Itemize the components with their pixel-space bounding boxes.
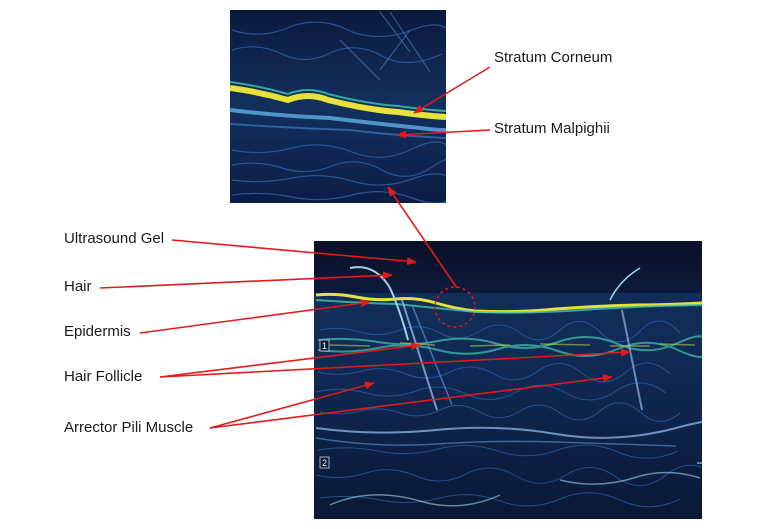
label-stratum-corneum: Stratum Corneum [494, 49, 613, 66]
epidermis-echo [315, 292, 702, 314]
arrow-hair-follicle-left [159, 342, 421, 378]
arrow-zoom-link [387, 186, 458, 289]
gel-layer [314, 241, 702, 293]
arrow-arrector-pili-right [209, 374, 613, 429]
label-ultrasound-gel: Ultrasound Gel [64, 230, 165, 247]
label-hair: Hair [64, 278, 92, 295]
label-stratum-malpighii: Stratum Malpighii [494, 120, 610, 137]
label-epidermis: Epidermis [64, 323, 131, 340]
stratum-corneum-echo [230, 85, 446, 120]
hair-strand [349, 266, 409, 341]
annotation-arrows [99, 66, 631, 429]
depth-marker-1: 1 [322, 341, 327, 351]
arrow-arrector-pili-left [209, 381, 375, 429]
arrow-epidermis [139, 299, 371, 334]
arrow-ultrasound-gel [171, 239, 417, 266]
arrow-stratum-malpighii [396, 129, 491, 139]
arrow-hair-follicle-right [159, 348, 631, 378]
arrow-hair [99, 271, 393, 289]
follicle-right [621, 309, 643, 411]
depth-marker-2: 2 [322, 458, 327, 468]
follicle-left [401, 299, 438, 411]
inset-zoom-scan [230, 10, 446, 203]
zoom-region-circle [434, 286, 476, 328]
arrow-stratum-corneum [413, 66, 491, 114]
label-hair-follicle: Hair Follicle [64, 368, 143, 385]
label-arrector-pili-muscle: Arrector Pili Muscle [64, 419, 194, 436]
ultrasound-scan [314, 241, 702, 519]
stratum-malpighii-echo [230, 108, 446, 132]
